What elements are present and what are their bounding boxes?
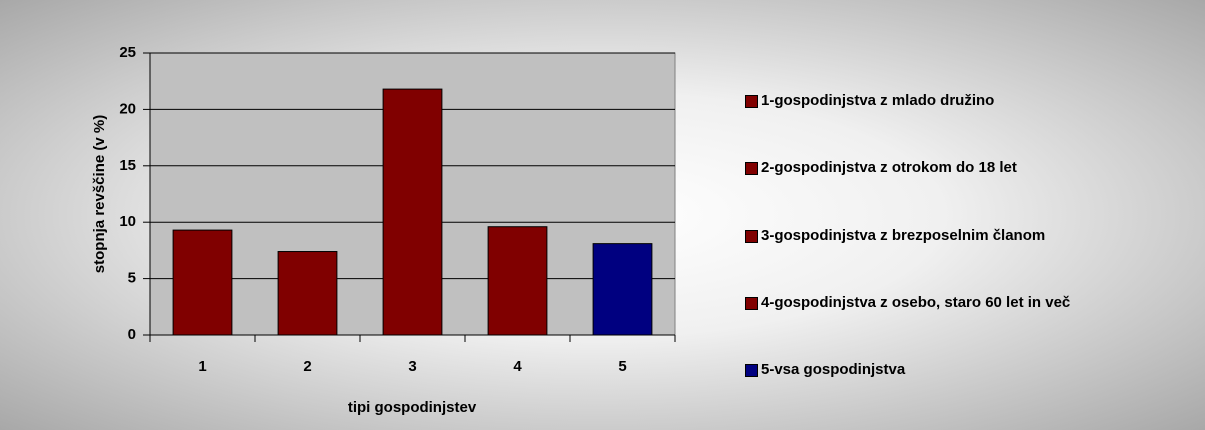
bar [277,251,338,336]
y-tick-label: 25 [119,44,136,61]
x-tick-label: 5 [618,358,626,375]
legend-label: 1-gospodinjstva z mlado družino [761,92,995,109]
legend-swatch [745,95,758,108]
legend-label: 4-gospodinjstva z osebo, staro 60 let in… [761,294,1071,311]
x-tick-label: 3 [408,358,416,375]
legend-swatch [745,297,758,310]
bar [592,243,653,336]
bar [382,88,443,336]
bar [172,229,233,336]
y-tick-label: 20 [119,100,136,117]
x-axis-title: tipi gospodinjstev [348,399,477,416]
y-tick-label: 10 [119,213,136,230]
legend-swatch [745,162,758,175]
y-tick-label: 0 [128,326,136,343]
legend-label: 3-gospodinjstva z brezposelnim članom [761,227,1046,244]
y-tick-label: 15 [119,157,136,174]
x-tick-label: 2 [303,358,311,375]
bar [487,226,548,336]
legend-swatch [745,364,758,377]
x-tick-label: 4 [513,358,522,375]
legend-label: 2-gospodinjstva z otrokom do 18 let [761,159,1017,176]
x-tick-label: 1 [198,358,206,375]
legend-label: 5-vsa gospodinjstva [761,361,906,378]
legend-swatch [745,230,758,243]
y-tick-label: 5 [128,270,136,287]
y-axis-title: stopnja revščine (v %) [91,115,108,273]
